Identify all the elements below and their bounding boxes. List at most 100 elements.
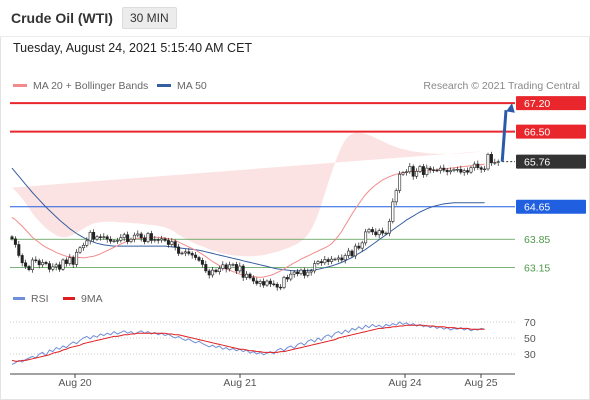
bollinger-band bbox=[12, 132, 485, 257]
candle-down bbox=[248, 273, 252, 279]
level-label-resistance: 66.50 bbox=[524, 127, 550, 139]
candle-down bbox=[37, 260, 41, 266]
candle-up bbox=[183, 251, 187, 254]
x-tick-label: Aug 21 bbox=[223, 377, 256, 389]
candle-up bbox=[364, 231, 368, 244]
candle-down bbox=[262, 281, 266, 286]
candle-up bbox=[112, 240, 116, 242]
candle-up bbox=[221, 264, 225, 269]
rsi-panel: 70 50 30 bbox=[10, 317, 536, 365]
candle-up bbox=[452, 169, 456, 171]
candle-down bbox=[340, 257, 344, 261]
candle-down bbox=[24, 262, 28, 267]
candle-up bbox=[377, 230, 381, 236]
candle-up bbox=[170, 241, 174, 245]
candle-down bbox=[268, 280, 272, 285]
candle-up bbox=[472, 163, 476, 169]
candle-up bbox=[41, 262, 45, 266]
candle-up bbox=[146, 233, 150, 242]
candle-up bbox=[282, 277, 286, 288]
candle-up bbox=[30, 259, 34, 270]
candle-up bbox=[75, 251, 79, 265]
candle-down bbox=[411, 166, 415, 177]
ma50-legend-label: MA 50 bbox=[177, 80, 207, 92]
rsi-legend: RSI bbox=[13, 293, 49, 305]
candle-up bbox=[129, 238, 133, 242]
candle-down bbox=[92, 232, 96, 240]
candle-down bbox=[296, 271, 300, 275]
rsi-tick-label: 70 bbox=[524, 317, 536, 329]
candle-up bbox=[408, 166, 412, 173]
candle-up bbox=[289, 273, 293, 280]
candle-up bbox=[292, 271, 296, 275]
candle-up bbox=[384, 232, 388, 235]
ma20-legend: MA 20 + Bollinger Bands bbox=[13, 80, 148, 92]
candle-down bbox=[64, 259, 68, 264]
candle-up bbox=[455, 169, 459, 171]
rsi-swatch bbox=[13, 296, 25, 300]
candle-up bbox=[217, 268, 221, 273]
candle-down bbox=[459, 169, 463, 173]
candle-down bbox=[194, 254, 198, 258]
candle-down bbox=[476, 163, 480, 169]
candle-up bbox=[228, 264, 232, 270]
candle-up bbox=[54, 264, 58, 268]
current-price-box bbox=[516, 154, 586, 169]
level-label-support: 63.85 bbox=[524, 234, 550, 246]
candle-up bbox=[415, 171, 419, 177]
candle-up bbox=[81, 245, 85, 249]
candle-up bbox=[61, 259, 65, 270]
candle-down bbox=[214, 269, 218, 273]
candle-down bbox=[98, 236, 102, 238]
candle-down bbox=[156, 239, 160, 241]
candle-up bbox=[347, 250, 351, 256]
x-tick-label: Aug 25 bbox=[464, 377, 497, 389]
candle-down bbox=[224, 264, 228, 270]
candle-down bbox=[370, 229, 374, 233]
candle-down bbox=[432, 169, 436, 171]
candle-down bbox=[139, 233, 143, 239]
level-label-pivot: 64.65 bbox=[524, 202, 550, 214]
candle-up bbox=[401, 172, 405, 175]
rsi-ma-swatch bbox=[63, 296, 75, 300]
candle-up bbox=[245, 273, 249, 278]
rsi-tick-label: 30 bbox=[524, 349, 536, 361]
candle-down bbox=[177, 246, 181, 254]
candle-down bbox=[272, 283, 276, 286]
candle-up bbox=[160, 238, 164, 241]
rsi-ma-legend-label: 9MA bbox=[81, 293, 103, 305]
candle-down bbox=[200, 260, 204, 265]
candle-down bbox=[251, 277, 255, 282]
x-tick-label: Aug 24 bbox=[388, 377, 421, 389]
candle-down bbox=[163, 238, 167, 241]
candle-up bbox=[309, 270, 313, 273]
candle-up bbox=[425, 167, 429, 175]
ma20-legend-label: MA 20 + Bollinger Bands bbox=[33, 80, 149, 92]
candle-up bbox=[136, 233, 140, 236]
timeframe-badge[interactable]: 30 MIN bbox=[122, 7, 177, 29]
candle-down bbox=[190, 253, 194, 256]
rsi-ma-legend: 9MA bbox=[63, 293, 103, 305]
rsi-legend-label: RSI bbox=[31, 293, 49, 305]
candle-down bbox=[479, 167, 483, 170]
candle-up bbox=[449, 170, 453, 173]
candle-up bbox=[330, 258, 334, 262]
candle-up bbox=[115, 240, 119, 242]
resistance-box bbox=[516, 124, 586, 139]
candle-up bbox=[438, 167, 442, 171]
candle-up bbox=[391, 201, 395, 222]
candle-down bbox=[435, 169, 439, 172]
candle-up bbox=[78, 247, 82, 253]
candle-up bbox=[483, 168, 487, 171]
candle-up bbox=[211, 269, 215, 276]
candle-up bbox=[132, 234, 136, 240]
candle-down bbox=[149, 233, 153, 241]
candle-up bbox=[336, 257, 340, 260]
candle-up bbox=[387, 221, 391, 234]
candle-up bbox=[180, 252, 184, 255]
x-tick-label: Aug 20 bbox=[58, 377, 91, 389]
candle-down bbox=[197, 257, 201, 261]
candle-down bbox=[17, 244, 21, 256]
candle-down bbox=[302, 269, 306, 276]
